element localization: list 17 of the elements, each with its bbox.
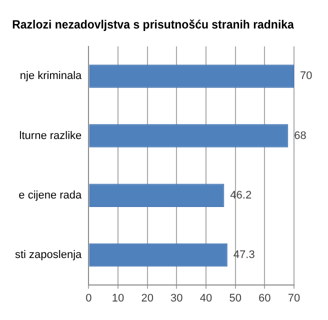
data-label: 46.2 [230, 189, 252, 202]
x-tick-label: 50 [229, 292, 242, 304]
x-tick-label: 10 [112, 292, 124, 304]
y-tick-label: lturne razlike [19, 130, 82, 142]
x-tick-label: 60 [258, 292, 271, 304]
x-tick-label: 40 [200, 292, 212, 304]
y-tick-label: e cijene rada [18, 189, 83, 202]
data-label: 68 [294, 130, 306, 142]
data-label: 70 [300, 70, 312, 82]
chart-title: Razlozi nezadovljstva s prisutnošću stranih radnika [12, 18, 294, 32]
data-label: 47.3 [233, 249, 255, 262]
x-tick-label: 30 [170, 292, 183, 304]
x-tick-label: 0 [86, 292, 92, 304]
y-tick-label: sti zaposlenja [14, 249, 83, 262]
x-tick-label: 20 [141, 292, 154, 304]
x-tick-label: 70 [288, 292, 300, 304]
y-tick-label: nje kriminala [20, 70, 83, 82]
